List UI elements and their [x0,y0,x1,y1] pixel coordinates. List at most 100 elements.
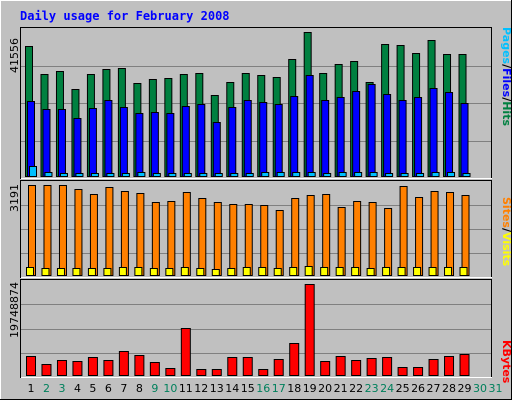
legend-entry: Hits [500,101,512,126]
files-bar [197,104,206,177]
visits-bar [87,268,96,276]
sites-bar [136,193,145,276]
visits-bar [227,268,236,276]
sites-bar [430,191,439,276]
day-label: 17 [272,382,286,395]
hits-files-pages-legend: Pages/Files/Hits [500,27,512,126]
visits-bar [196,268,205,276]
legend-entry: Sites [500,197,512,228]
day-label: 27 [427,382,441,395]
files-bar [212,122,221,177]
legend-entry: Pages [500,27,512,65]
day-label: 3 [58,382,65,395]
day-label: 7 [120,382,127,395]
files-bar [336,97,345,177]
pages-bar [431,172,440,177]
day-label: 19 [303,382,317,395]
day-label: 12 [194,382,208,395]
files-bar [166,113,175,177]
sites-bar [275,210,284,276]
files-bar [445,92,454,177]
kbytes-bar [134,355,145,376]
sites-bar [43,185,52,276]
kbytes-bar [258,369,269,376]
day-label: 4 [74,382,81,395]
visits-bar [103,268,112,276]
day-label: 1 [28,382,35,395]
visits-bar [428,267,437,276]
visits-bar [26,267,34,276]
day-label: 8 [136,382,143,395]
visits-bar [56,268,65,276]
files-bar [57,109,66,177]
pages-bar [59,173,68,177]
pages-bar [369,172,378,177]
files-bar [119,107,128,177]
sites-bar [244,204,253,276]
files-bar [228,107,237,177]
kbytes-bar [397,367,408,376]
legend-entry: / [500,228,512,233]
legend-entry: KBytes [500,340,512,384]
visits-bar [72,268,81,276]
visits-bar [41,268,50,276]
kbytes-bar [26,356,36,376]
sites-bar [58,185,67,276]
pages-bar [261,172,270,177]
visits-bar [258,267,267,276]
kbytes-bar [304,284,315,376]
visits-bar [242,267,251,276]
sites-bar [89,194,98,276]
kbytes-bar [428,359,439,376]
files-bar [259,102,268,177]
visits-bar [397,267,406,276]
pages-bar [307,172,316,177]
files-bar [367,84,376,177]
day-label: 10 [163,382,177,395]
visits-bar [444,267,453,276]
day-label: 13 [210,382,224,395]
kbytes-bar [180,328,191,376]
pages-bar [462,173,471,177]
day-label: 23 [365,382,379,395]
kbytes-bar [459,354,470,376]
sites-bar [105,187,114,276]
sites-bar [291,198,300,276]
visits-bar [289,267,298,276]
day-label: 26 [411,382,425,395]
visits-bar [413,267,422,276]
kbytes-bar [211,369,222,376]
visits-sites-legend: Sites/Visits [500,197,512,267]
pages-bar [75,173,84,177]
day-label: 28 [442,382,456,395]
kbytes-bar [165,368,176,376]
panel-visits-sites: 3191 Sites/Visits [8,180,512,278]
legend-entry: / [500,64,512,69]
files-bar [73,118,82,177]
hits-ymax-label: 41556 [8,38,21,73]
pages-bar [416,173,425,177]
files-bar [274,104,283,177]
files-bar [104,100,113,177]
pages-bar [137,172,146,177]
files-bar [429,88,438,177]
pages-bar [338,172,347,177]
kbytes-bar [196,369,207,376]
kbytes-bar [351,360,362,376]
kbytes-bar [149,362,160,376]
day-label: 6 [105,382,112,395]
files-bar [243,100,252,177]
day-label: 21 [334,382,348,395]
pages-bar [323,173,332,177]
x-axis-day-labels: 1 2 3 4 5 6 7 8 9 10 11 12 13 14 15 16 17 18 19 20 21 22 23 24 2… [28,382,503,395]
pages-bar [292,172,301,177]
visits-bar [180,267,189,276]
sites-bar [368,202,377,276]
sites-bar [446,192,455,276]
pages-bar [385,173,394,177]
files-bar [88,108,97,177]
visits-bar [211,269,220,276]
pages-bar [152,173,161,177]
day-label: 30 [473,382,487,395]
